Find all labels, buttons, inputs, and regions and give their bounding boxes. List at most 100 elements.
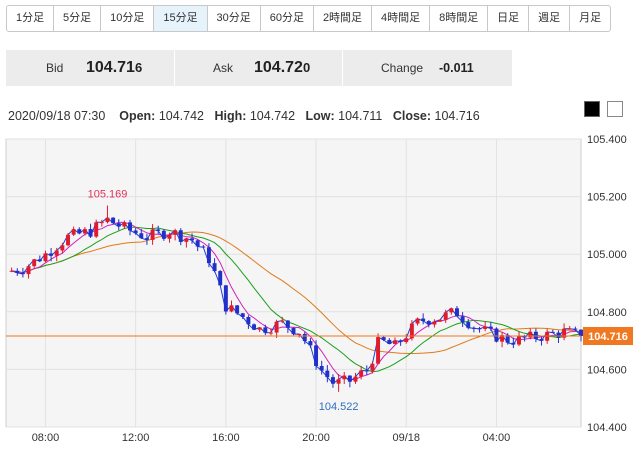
- timeframe-tab[interactable]: 週足: [529, 6, 571, 31]
- timeframe-tab[interactable]: 日足: [488, 6, 530, 31]
- candle-body: [252, 324, 257, 330]
- x-tick-label: 12:00: [122, 432, 150, 444]
- candle-body: [471, 327, 476, 329]
- bid-label: Bid: [46, 61, 64, 75]
- candle-body: [77, 229, 82, 234]
- x-tick-label: 16:00: [212, 432, 240, 444]
- candle-body: [246, 316, 251, 325]
- timeframe-tab[interactable]: 月足: [579, 12, 602, 24]
- candle-body: [280, 320, 285, 322]
- candle-body: [285, 320, 290, 328]
- candle-body: [359, 370, 364, 377]
- candle-body: [66, 234, 70, 246]
- candle-body: [49, 253, 54, 256]
- candle-body: [567, 328, 572, 330]
- bid-main: 104.71: [86, 59, 135, 76]
- bid-pip: 6: [134, 60, 143, 75]
- candle-body: [37, 259, 42, 262]
- change-cell: Change -0.011: [342, 50, 512, 86]
- low-label: Low:: [305, 109, 335, 123]
- timeframe-tab[interactable]: 2時間足: [314, 6, 373, 31]
- candle-body: [201, 246, 206, 248]
- close-value: 104.716: [434, 109, 480, 123]
- candle-body: [178, 230, 183, 242]
- candle-body: [438, 319, 443, 322]
- timeframe-tab[interactable]: 60分足: [261, 6, 314, 31]
- candle-body: [156, 229, 161, 231]
- candle-body: [488, 326, 493, 329]
- candle-body: [190, 238, 195, 241]
- candle-body: [460, 316, 465, 323]
- candle-body: [325, 370, 330, 378]
- candle-body: [336, 379, 341, 384]
- light-theme-toggle[interactable]: [607, 101, 623, 117]
- candle-body: [128, 222, 132, 231]
- candle-body: [291, 327, 296, 335]
- ask-main: 104.72: [254, 59, 303, 76]
- candle-body: [268, 332, 273, 334]
- candle-body: [274, 321, 279, 333]
- price-annotation: 104.522: [319, 401, 359, 413]
- candle-body: [60, 245, 65, 251]
- candle-body: [88, 229, 93, 237]
- candle-body: [240, 313, 245, 317]
- candle-body: [297, 333, 302, 335]
- candle-body: [511, 342, 516, 345]
- candle-body: [370, 363, 375, 371]
- series-line-ma-mid: [11, 226, 582, 373]
- timeframe-tab[interactable]: 8時間足: [430, 6, 489, 31]
- candle-body: [116, 223, 121, 227]
- plot-area: [5, 138, 582, 428]
- candle-body: [308, 341, 313, 346]
- price-annotation: 105.169: [88, 189, 128, 201]
- y-tick-label: 104.600: [587, 364, 627, 376]
- ohlc-datetime: 2020/09/18 07:30: [8, 109, 106, 123]
- candle-body: [122, 222, 127, 227]
- timeframe-tab[interactable]: 30分足: [208, 6, 261, 31]
- timeframe-tab[interactable]: 5分足: [54, 6, 102, 31]
- candle-body: [111, 217, 116, 224]
- price-chart[interactable]: 105.400 105.200 105.000 104.800 104.600 104.4…: [0, 130, 640, 449]
- candle-body: [415, 318, 420, 324]
- ask-cell: Ask 104.720: [174, 50, 342, 86]
- candle-body: [94, 222, 99, 237]
- timeframe-tab[interactable]: 1分足: [7, 6, 55, 31]
- candle-body: [455, 308, 459, 317]
- timeframe-tab[interactable]: 10分足: [101, 6, 155, 31]
- candle-body: [426, 321, 431, 325]
- candle-body: [302, 333, 307, 342]
- candle-body: [562, 328, 567, 338]
- candle-body: [71, 229, 76, 235]
- candle-body: [533, 331, 538, 339]
- x-tick-label: 20:00: [302, 432, 330, 444]
- candle-body: [319, 366, 324, 371]
- ask-value: 104.720: [254, 50, 310, 86]
- x-tick-label: 08:00: [32, 432, 60, 444]
- dark-theme-toggle[interactable]: [584, 101, 600, 117]
- candle-body: [314, 345, 319, 367]
- low-value: 104.711: [338, 109, 383, 123]
- candle-body: [550, 331, 555, 333]
- candle-body: [398, 340, 403, 343]
- candle-body: [144, 238, 149, 240]
- timeframe-tab[interactable]: 15分足: [154, 6, 208, 31]
- candle-body: [517, 335, 521, 345]
- candle-body: [82, 229, 87, 234]
- candle-body: [353, 376, 358, 382]
- candle-body: [404, 338, 409, 343]
- candle-body: [364, 370, 369, 372]
- candle-body: [432, 321, 437, 325]
- candle-body: [9, 270, 14, 272]
- x-tick-label: 04:00: [483, 432, 511, 444]
- y-tick-label: 105.400: [587, 134, 627, 146]
- candle-body: [32, 259, 37, 267]
- candle-body: [573, 328, 578, 330]
- candle-body: [195, 240, 200, 247]
- series-line-ma-long: [11, 231, 582, 355]
- timeframe-tab[interactable]: 4時間足: [372, 6, 431, 31]
- candle-body: [212, 263, 217, 272]
- candle-body: [150, 229, 155, 240]
- current-price-label: 104.716: [588, 331, 628, 343]
- candle-body: [206, 247, 211, 264]
- bid-value: 104.716: [86, 50, 142, 86]
